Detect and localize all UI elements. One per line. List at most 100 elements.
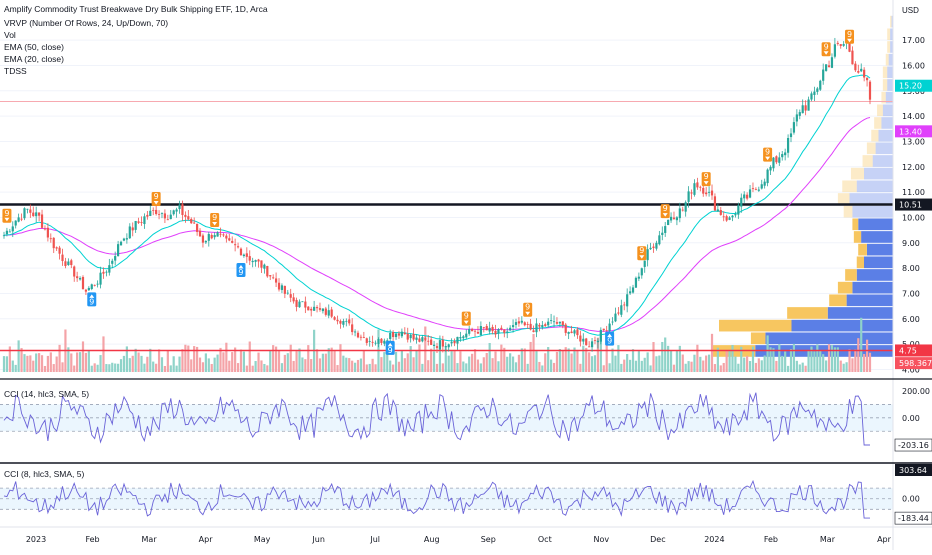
volume-bar — [535, 351, 538, 372]
td-sell-setup-marker — [701, 172, 711, 187]
candle-body — [149, 210, 152, 216]
candle-body — [29, 209, 32, 213]
candle-body — [672, 217, 676, 219]
volume-bar — [754, 362, 757, 372]
volume-bar — [371, 358, 374, 372]
indicator-vol[interactable]: Vol — [4, 30, 16, 40]
candle-body — [737, 205, 740, 215]
candle-body — [90, 284, 93, 289]
candle-body — [432, 344, 436, 346]
volume-bar — [131, 355, 134, 372]
volume-bar — [716, 347, 719, 372]
volume-bar — [678, 345, 681, 372]
candle-body — [351, 324, 354, 333]
candle-body — [368, 340, 371, 342]
candle-body — [599, 329, 602, 342]
volume-bar — [599, 331, 602, 372]
volume-bar — [804, 365, 807, 372]
volume-bar — [570, 353, 573, 372]
candle-body — [456, 336, 459, 344]
volume-bar — [611, 348, 614, 372]
cci-value-tag — [894, 438, 932, 452]
candle-body — [684, 202, 687, 212]
time-tick-label: Jun — [311, 535, 325, 544]
volume-bar — [465, 363, 468, 372]
volume-bar — [67, 347, 70, 372]
candle-body — [313, 306, 316, 311]
td-buy-setup-label: 9 — [388, 346, 393, 355]
volume-bar — [198, 357, 202, 372]
volume-bar — [658, 355, 661, 372]
td-sell-setup-label: 9 — [212, 213, 217, 222]
price-tick-label: 9.00 — [902, 239, 920, 248]
candle-body — [503, 329, 506, 333]
candle-body — [529, 323, 532, 330]
indicator-ema20[interactable]: EMA (20, close) — [4, 54, 64, 64]
td-sell-setup-marker — [637, 246, 647, 261]
candle-body — [219, 233, 222, 235]
volume-bar — [450, 351, 453, 372]
volume-bar — [775, 360, 778, 372]
volume-bar — [506, 356, 509, 372]
volume-bar — [175, 365, 178, 372]
currency-label[interactable]: USD — [902, 6, 919, 15]
volume-bar — [155, 363, 158, 372]
volume-bar — [579, 363, 582, 372]
volume-bar — [511, 356, 515, 372]
volume-bar — [122, 355, 126, 372]
candle-body — [339, 320, 342, 324]
volume-bar — [476, 359, 480, 372]
candle-body — [76, 276, 79, 279]
candle-body — [544, 324, 547, 327]
time-tick-label: Feb — [85, 535, 99, 544]
volume-bar — [681, 354, 684, 372]
candle-body — [655, 242, 658, 249]
candle-body — [819, 80, 822, 90]
volume-bar — [119, 359, 123, 372]
td-sell-setup-label: 9 — [847, 30, 852, 39]
vp-up-bar — [842, 180, 857, 193]
volume-bar — [669, 350, 673, 372]
indicator-vrvp[interactable]: VRVP (Number Of Rows, 24, Up/Down, 70) — [4, 18, 169, 28]
candle-body — [453, 341, 456, 344]
volume-bar — [784, 351, 787, 372]
volume-bar — [263, 363, 266, 372]
volume-bar — [78, 352, 82, 372]
volume-bar — [795, 360, 798, 372]
volume-bar — [485, 352, 488, 372]
candle-body — [418, 338, 421, 342]
candle-body — [353, 331, 357, 333]
candle-body — [210, 234, 213, 239]
td-buy-setup-label: 9 — [238, 268, 243, 277]
volume-bar — [702, 360, 705, 372]
volume-bar — [163, 365, 167, 372]
candle-body — [535, 323, 538, 333]
time-tick-label: Mar — [820, 535, 836, 544]
candle-body — [608, 323, 611, 332]
volume-bar — [421, 363, 424, 372]
vp-up-bar — [719, 319, 792, 332]
volume-bar — [52, 364, 55, 372]
candle-body — [631, 287, 635, 293]
candle-body — [710, 190, 714, 196]
volume-bar — [362, 350, 365, 372]
vp-down-bar — [861, 231, 893, 243]
cci-8-title[interactable]: CCI (8, hlc3, SMA, 5) — [4, 469, 85, 479]
candle-body — [73, 266, 76, 277]
volume-bar — [471, 353, 474, 372]
candle-body — [690, 192, 693, 194]
volume-bar — [260, 360, 263, 372]
td-sell-setup-label: 9 — [704, 172, 709, 181]
indicator-ema50[interactable]: EMA (50, close) — [4, 42, 64, 52]
candle-body — [523, 322, 526, 326]
candle-body — [570, 331, 573, 334]
volume-bar — [286, 353, 289, 372]
volume-bar — [854, 349, 857, 372]
indicator-tdss[interactable]: TDSS — [4, 66, 27, 76]
cci-14-title[interactable]: CCI (14, hlc3, SMA, 5) — [4, 389, 90, 399]
volume-bar — [251, 365, 254, 372]
vp-up-bar — [885, 53, 889, 66]
volume-bar — [356, 359, 360, 372]
candle-body — [810, 93, 813, 100]
